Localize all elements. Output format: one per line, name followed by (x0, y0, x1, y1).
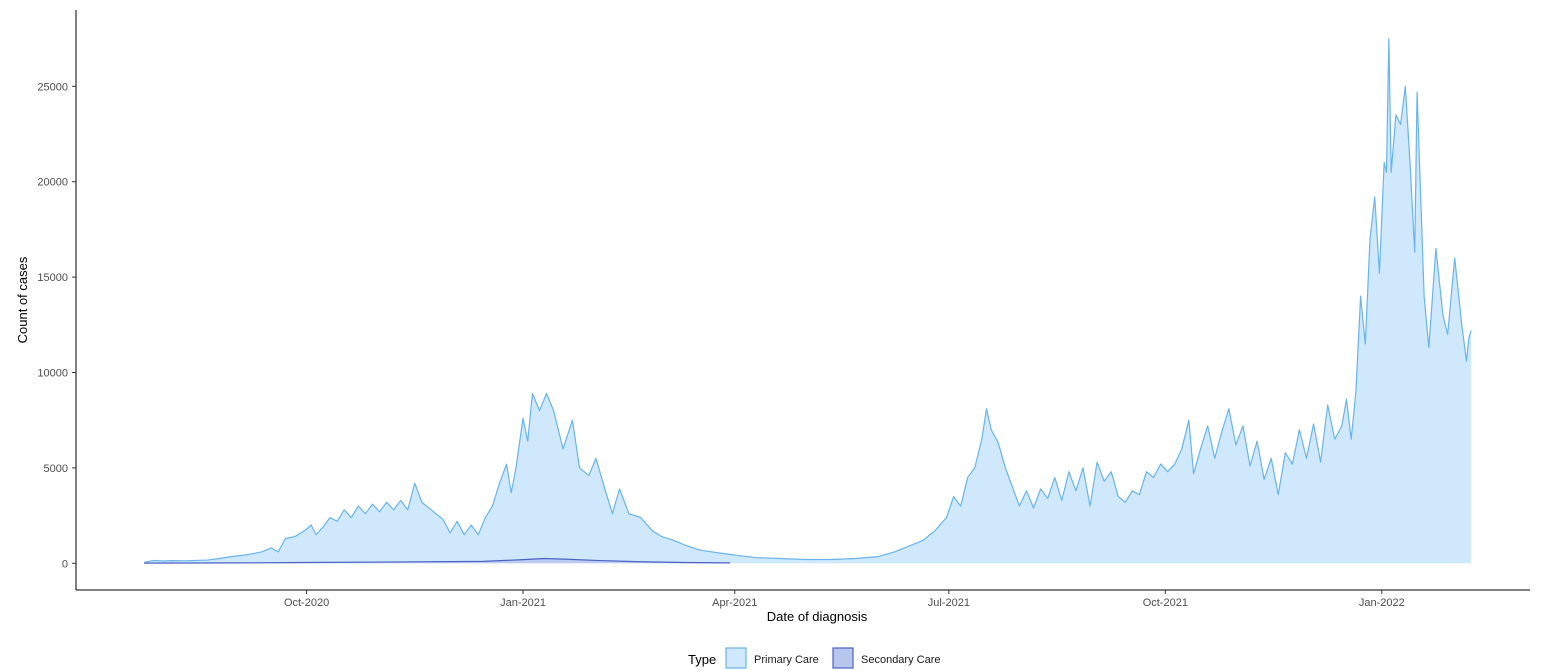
y-tick-label: 25000 (37, 81, 68, 93)
y-tick-label: 15000 (37, 272, 68, 284)
x-tick-label: Apr-2021 (712, 597, 757, 609)
legend-title: Type (688, 652, 716, 667)
y-tick-label: 0 (62, 558, 68, 570)
legend: Type Primary Care Secondary Care (688, 647, 941, 669)
secondary-care-area (144, 558, 731, 564)
primary-care-area (144, 38, 1472, 564)
legend-label-secondary-care: Secondary Care (861, 654, 941, 666)
primary-care-line (144, 38, 1472, 563)
y-tick-label: 20000 (37, 177, 68, 189)
y-tick-label: 5000 (44, 463, 68, 475)
y-axis-title: Count of cases (15, 256, 30, 343)
x-tick-label: Jan-2022 (1359, 597, 1405, 609)
y-tick-label: 10000 (37, 368, 68, 380)
x-axis-title: Date of diagnosis (767, 609, 868, 624)
x-axis-ticks: Oct-2020 Jan-2021 Apr-2021 Jul-2021 Oct-2021… (284, 590, 1405, 609)
x-tick-label: Jan-2021 (500, 597, 546, 609)
plot-area (144, 38, 1472, 564)
x-tick-label: Jul-2021 (928, 597, 970, 609)
secondary-care-line (144, 557, 731, 564)
y-axis-ticks: 0 5000 10000 15000 20000 25000 (37, 81, 76, 570)
legend-swatch-secondary-care (832, 647, 854, 669)
x-tick-label: Oct-2020 (284, 597, 329, 609)
legend-label-primary-care: Primary Care (754, 654, 819, 666)
legend-swatch-primary-care (725, 647, 747, 669)
x-tick-label: Oct-2021 (1143, 597, 1188, 609)
